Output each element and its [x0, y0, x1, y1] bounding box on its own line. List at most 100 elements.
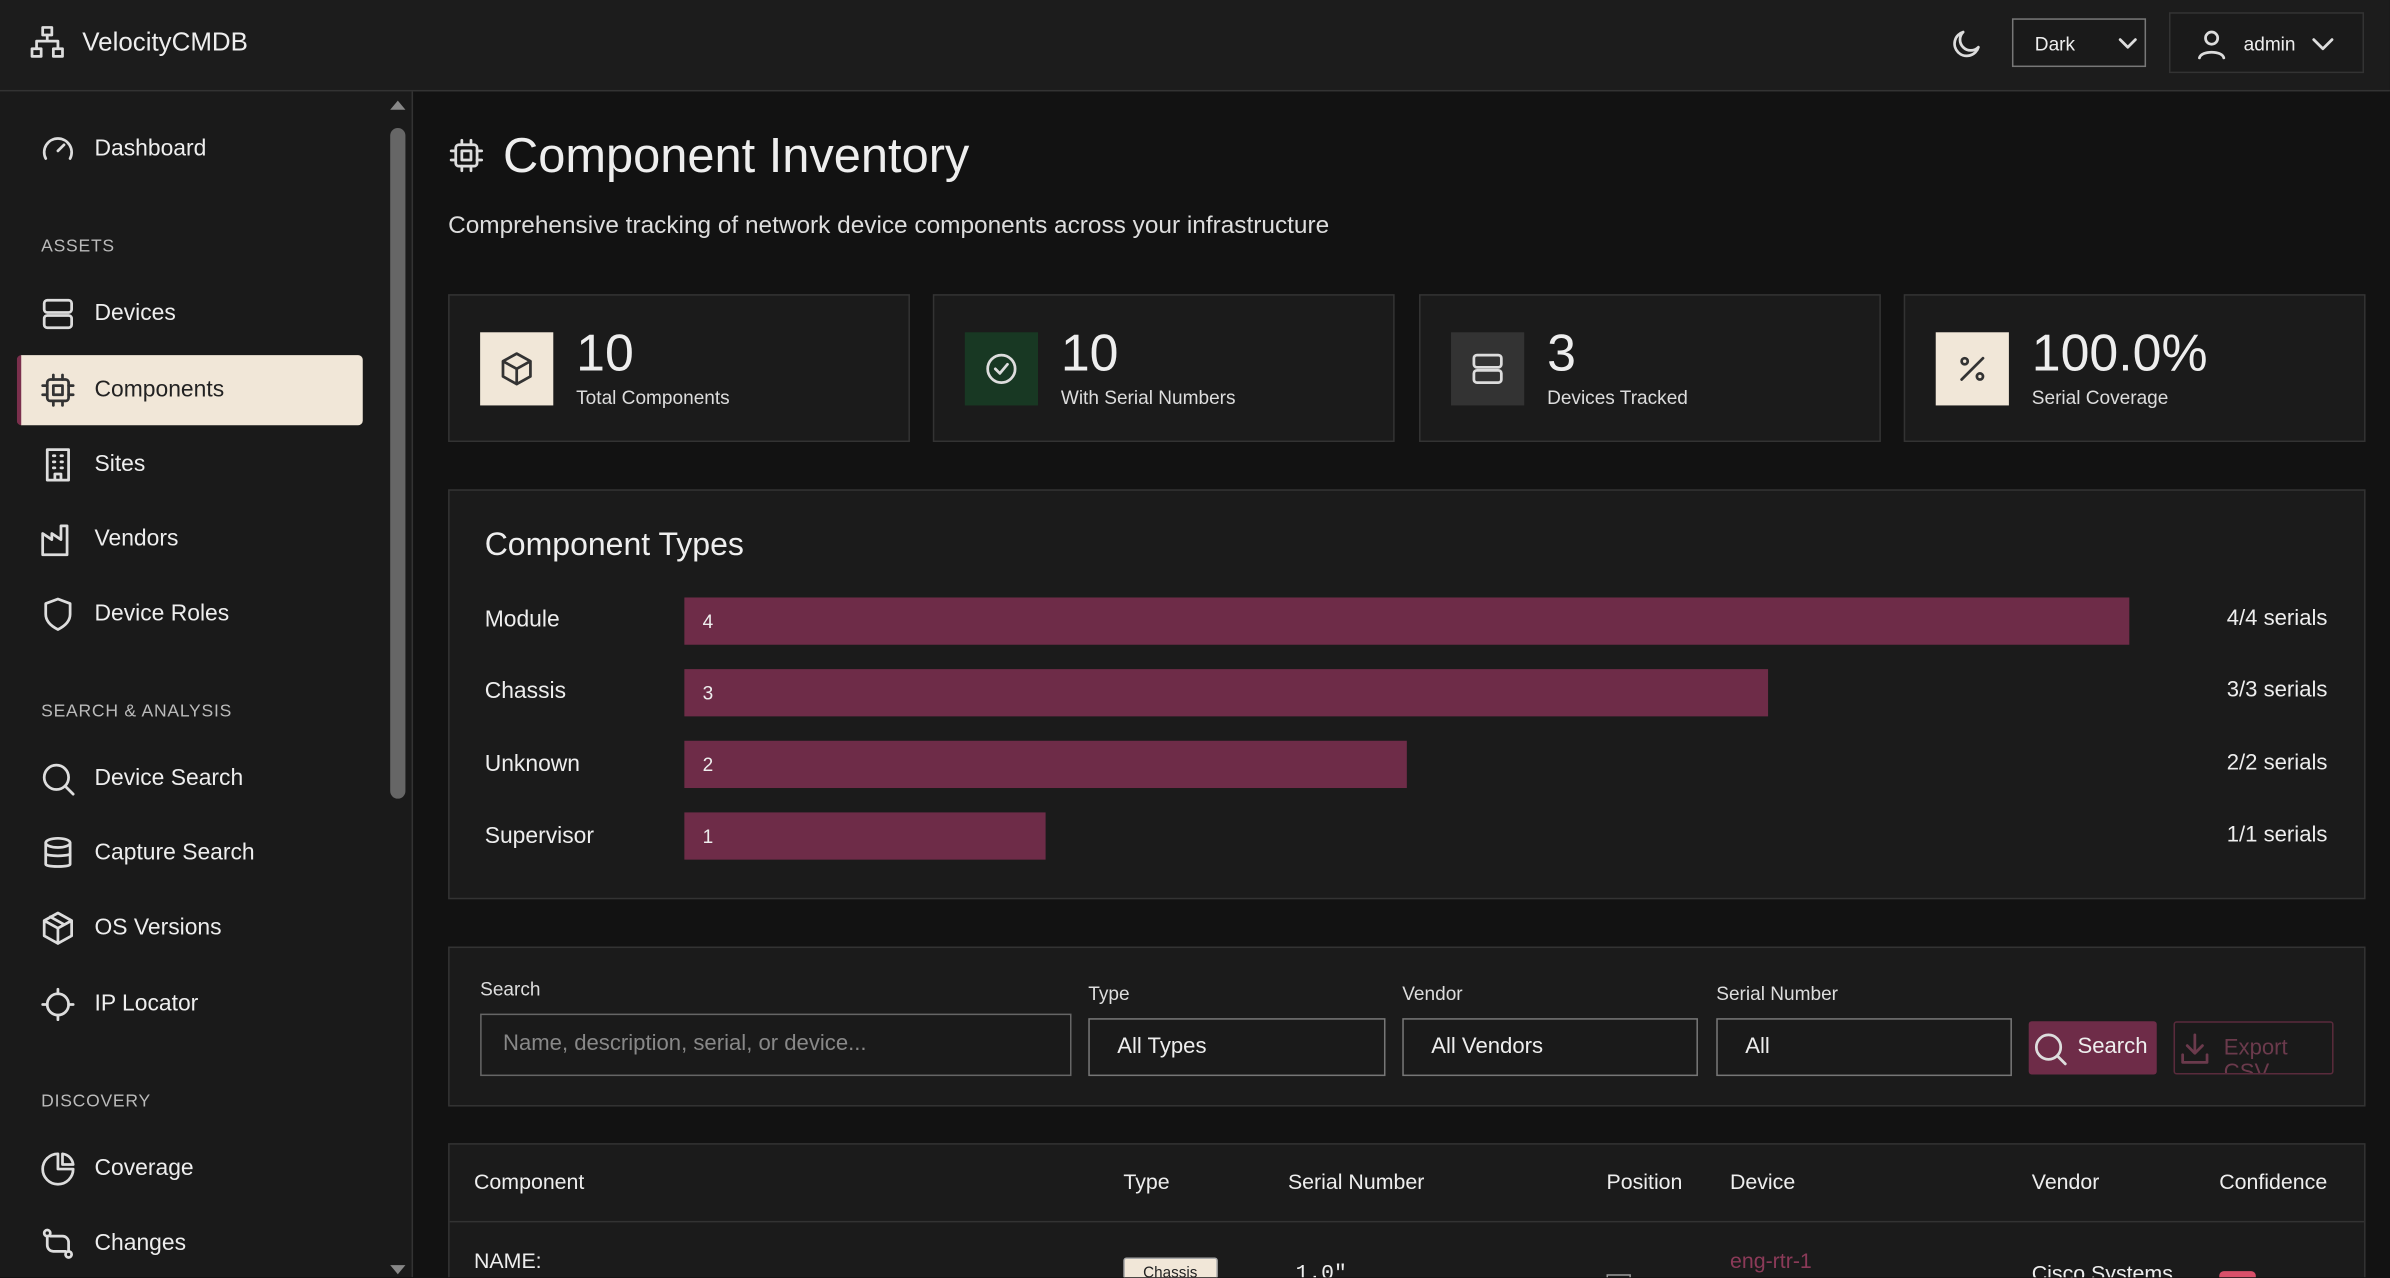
- table-header: Type: [1123, 1169, 1170, 1194]
- stat-icon: [964, 332, 1038, 406]
- type-bar: 1: [684, 812, 1046, 861]
- export-button[interactable]: Export CSV: [2173, 1021, 2334, 1075]
- nav-label: Vendors: [94, 525, 179, 552]
- nav-item[interactable]: Sites: [17, 430, 358, 500]
- vendor-select[interactable]: All Vendors: [1402, 1018, 1698, 1077]
- search-input[interactable]: Name, description, serial, or device...: [480, 1013, 1072, 1077]
- serial-label: Serial Number: [1716, 983, 1839, 1005]
- nav-label: Device Search: [94, 765, 244, 792]
- nav-item[interactable]: Coverage: [17, 1134, 358, 1204]
- nav-label: Coverage: [94, 1155, 194, 1182]
- app-name[interactable]: VelocityCMDB: [82, 27, 248, 57]
- stat-icon-glyph: [1960, 356, 1985, 381]
- nav-item[interactable]: IP Locator: [17, 969, 358, 1039]
- nav-item[interactable]: Changes: [17, 1209, 358, 1278]
- nav-icon: [42, 763, 75, 796]
- stat-icon-glyph: [501, 352, 532, 386]
- nav-icon: [42, 911, 74, 945]
- nav-label: Changes: [94, 1230, 187, 1256]
- nav-icon: [45, 448, 70, 482]
- table-cell[interactable]: eng-rtr-1: [1729, 1248, 1812, 1273]
- nav-label: Capture Search: [94, 839, 255, 866]
- table-header: Device: [1729, 1169, 1796, 1194]
- type-label: Type: [1088, 983, 1130, 1005]
- stat-icon-glyph: [1472, 353, 1503, 384]
- nav-section: ASSETS: [41, 237, 115, 257]
- table-header: Vendor: [2031, 1169, 2100, 1194]
- table-divider: [449, 1220, 2365, 1223]
- nav-icon: [41, 1152, 75, 1186]
- page-subtitle: Comprehensive tracking of network device…: [448, 213, 1330, 240]
- position-checkbox[interactable]: [1606, 1274, 1631, 1278]
- vendor-value: All Vendors: [1431, 1034, 1544, 1060]
- nav-label: Sites: [94, 451, 146, 478]
- table-cell: NAME:: [474, 1248, 542, 1273]
- page-title: Component Inventory: [502, 128, 970, 183]
- nav-item[interactable]: Capture Search: [17, 818, 358, 888]
- stat-icon: [1451, 332, 1525, 406]
- stat-label: Serial Coverage: [2031, 387, 2169, 409]
- nav-item[interactable]: Dashboard: [17, 114, 358, 184]
- nav-icon: [44, 597, 72, 631]
- nav-section: DISCOVERY: [41, 1092, 151, 1112]
- vendor-label: Vendor: [1402, 983, 1463, 1005]
- title-icon: [449, 138, 484, 173]
- stat-label: With Serial Numbers: [1060, 387, 1236, 409]
- table-card: [448, 1143, 2366, 1278]
- nav-label: Devices: [94, 300, 176, 327]
- nav-icon: [42, 1228, 74, 1259]
- nav-item[interactable]: Components: [16, 355, 363, 426]
- stat-label: Devices Tracked: [1547, 387, 1688, 409]
- topbar: [0, 0, 2390, 92]
- nav-item[interactable]: Device Search: [17, 744, 358, 814]
- stat-icon: [1935, 332, 2009, 406]
- stat-card: 10 Total Components: [448, 294, 910, 443]
- nav-icon: [42, 298, 74, 330]
- stat-card: 10 With Serial Numbers: [932, 294, 1395, 443]
- type-count: 3: [702, 682, 714, 704]
- serial-value: All: [1745, 1034, 1770, 1060]
- type-serials: 3/3 serials: [2226, 678, 2328, 704]
- stat-icon-glyph: [986, 353, 1017, 384]
- search-button-text: Search: [2077, 1034, 2148, 1060]
- theme-select[interactable]: Dark: [2011, 18, 2147, 68]
- type-label: Supervisor: [484, 822, 594, 849]
- types-title: Component Types: [484, 527, 744, 563]
- stat-value: 100.0%: [2031, 324, 2208, 383]
- type-select[interactable]: All Types: [1088, 1018, 1386, 1077]
- type-count: 2: [702, 754, 714, 776]
- nav-item[interactable]: Devices: [17, 279, 358, 349]
- nav-section: SEARCH & ANALYSIS: [41, 702, 233, 721]
- scroll-down[interactable]: [387, 1262, 408, 1277]
- type-bar: 3: [684, 668, 1769, 717]
- nav-label: Device Roles: [94, 600, 230, 627]
- table-header: Confidence: [2219, 1169, 2328, 1194]
- table-header: Position: [1606, 1169, 1683, 1194]
- search-label: Search: [480, 978, 541, 1000]
- stat-card: 3 Devices Tracked: [1419, 294, 1881, 443]
- nav-icon: [41, 373, 75, 407]
- stat-card: 100.0% Serial Coverage: [1903, 294, 2366, 443]
- table-cell: Cisco Systems: [2031, 1260, 2173, 1278]
- nav-item[interactable]: Device Roles: [17, 579, 358, 649]
- nav-label: OS Versions: [94, 914, 222, 941]
- stat-icon: [480, 332, 554, 406]
- type-label: Chassis: [484, 678, 567, 705]
- scroll-up[interactable]: [387, 98, 408, 113]
- nav-icon: [41, 524, 69, 557]
- theme-icon[interactable]: [1948, 26, 1985, 63]
- search-button[interactable]: Search: [2028, 1021, 2157, 1075]
- scrollbar-thumb[interactable]: [390, 128, 406, 799]
- type-serials: 2/2 serials: [2226, 750, 2328, 776]
- nav-item[interactable]: Vendors: [17, 505, 358, 575]
- type-label: Module: [484, 606, 560, 633]
- logo-icon: [30, 26, 64, 58]
- type-label: Unknown: [484, 750, 581, 777]
- nav-item[interactable]: OS Versions: [17, 893, 358, 963]
- nav-icon: [41, 987, 75, 1022]
- user-menu[interactable]: admin: [2168, 12, 2365, 74]
- serial-select[interactable]: All: [1716, 1018, 2012, 1077]
- type-count: 4: [702, 610, 714, 632]
